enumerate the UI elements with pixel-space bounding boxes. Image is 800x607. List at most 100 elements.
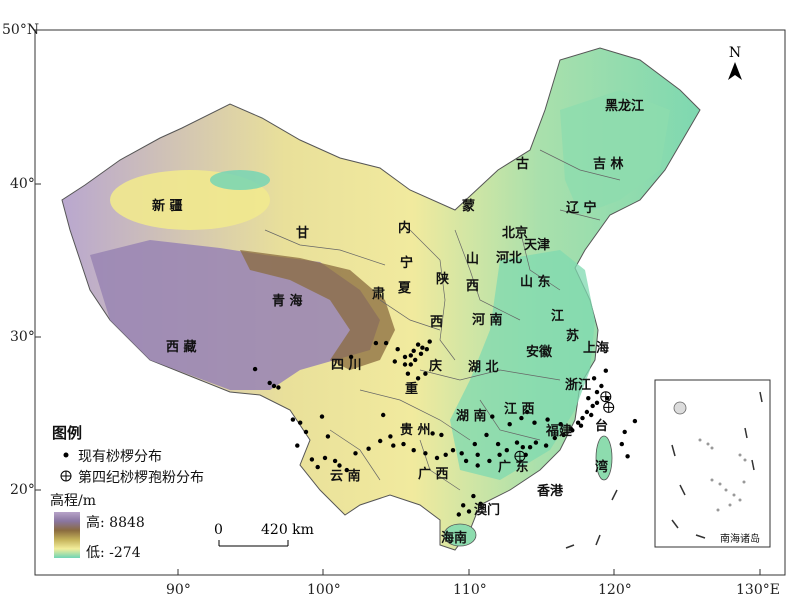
lat-label-30: 30° bbox=[10, 329, 35, 345]
existing-tree-point bbox=[578, 423, 584, 428]
existing-tree-point bbox=[395, 347, 400, 352]
existing-tree-point bbox=[495, 441, 501, 447]
place-label: 青 海 bbox=[272, 293, 303, 309]
spore-point bbox=[600, 391, 612, 403]
place-label: 江 西 bbox=[504, 401, 535, 417]
elevation-low-label: 低: -274 bbox=[86, 545, 141, 561]
existing-tree-point bbox=[475, 452, 480, 457]
inset-islands bbox=[673, 401, 747, 512]
existing-tree-point bbox=[589, 412, 594, 418]
place-label: 台 bbox=[595, 418, 608, 434]
existing-tree-point bbox=[487, 458, 492, 464]
existing-tree-point bbox=[543, 443, 549, 448]
place-label: 新 疆 bbox=[152, 198, 183, 214]
spore-point bbox=[514, 450, 526, 462]
legend-item-spore-label: 第四纪桫椤孢粉分布 bbox=[78, 470, 204, 486]
lon-label-120: 120° bbox=[598, 582, 632, 598]
existing-tree-point bbox=[295, 443, 300, 448]
existing-tree-point bbox=[430, 431, 435, 436]
lat-label-20: 20° bbox=[10, 482, 35, 498]
existing-tree-point bbox=[411, 348, 416, 353]
existing-tree-point bbox=[309, 457, 315, 462]
north-label: N bbox=[728, 45, 742, 61]
place-label: 贵 州 bbox=[400, 422, 431, 438]
place-label: 北京 bbox=[502, 225, 528, 241]
existing-tree-point bbox=[520, 445, 525, 450]
existing-tree-point bbox=[590, 403, 595, 409]
existing-tree-point bbox=[348, 354, 354, 360]
existing-tree-point bbox=[532, 420, 537, 425]
existing-tree-point bbox=[388, 434, 393, 439]
lat-label-40: 40° bbox=[10, 176, 35, 192]
place-label: 湖 南 bbox=[456, 408, 487, 424]
existing-tree-point bbox=[315, 464, 320, 470]
existing-tree-point bbox=[478, 501, 483, 506]
existing-tree-point bbox=[507, 422, 512, 427]
existing-tree-point bbox=[466, 509, 472, 514]
existing-tree-point bbox=[378, 438, 383, 444]
existing-tree-point bbox=[552, 435, 557, 441]
existing-tree-point bbox=[332, 458, 338, 464]
province-boundaries bbox=[264, 149, 621, 491]
legend-title: 图例 bbox=[52, 424, 83, 442]
existing-tree-point bbox=[439, 432, 444, 438]
existing-tree-point bbox=[420, 345, 425, 350]
existing-tree-point bbox=[525, 409, 530, 415]
place-label: 福建 bbox=[545, 423, 572, 439]
elevation-high-label: 高: 8848 bbox=[86, 515, 145, 531]
existing-tree-point bbox=[319, 414, 325, 419]
existing-tree-point bbox=[533, 440, 539, 445]
existing-tree-point bbox=[423, 451, 428, 456]
distribution-points bbox=[252, 339, 638, 517]
place-label: 内 bbox=[398, 220, 411, 236]
existing-tree-point bbox=[514, 440, 520, 445]
plateau-edge bbox=[240, 250, 395, 370]
existing-tree-point bbox=[381, 412, 386, 418]
existing-tree-point bbox=[490, 414, 495, 419]
legend-spore-symbol bbox=[60, 470, 72, 482]
place-label: 海南 bbox=[441, 530, 467, 546]
existing-tree-point bbox=[405, 371, 411, 376]
scale-bar bbox=[218, 540, 289, 547]
existing-tree-point bbox=[504, 448, 509, 453]
place-label: 黑龙江 bbox=[605, 98, 644, 114]
north-arrow-icon bbox=[728, 62, 742, 80]
scale-distance-label: 420 km bbox=[261, 522, 314, 538]
lon-label-110: 110° bbox=[453, 582, 487, 598]
legend-existing-symbol bbox=[63, 452, 69, 458]
existing-tree-point bbox=[325, 434, 331, 439]
place-label: 苏 bbox=[566, 328, 579, 344]
place-label: 浙江 bbox=[565, 377, 591, 393]
place-label: 河北 bbox=[496, 250, 522, 266]
existing-tree-point bbox=[408, 353, 413, 358]
place-label: 上海 bbox=[583, 340, 609, 356]
existing-tree-point bbox=[456, 512, 461, 517]
existing-tree-point bbox=[252, 366, 258, 372]
existing-tree-point bbox=[415, 376, 421, 381]
place-label: 云 南 bbox=[330, 468, 361, 484]
existing-tree-point bbox=[599, 383, 604, 389]
eastern-lowlands bbox=[450, 250, 595, 480]
legend-item-existing-label: 现有桫椤分布 bbox=[78, 449, 162, 465]
lat-label-50: 50°N bbox=[2, 22, 40, 38]
spore-point bbox=[603, 401, 615, 413]
junggar-basin bbox=[210, 170, 270, 190]
existing-tree-point bbox=[463, 458, 469, 464]
place-label: 澳门 bbox=[474, 502, 500, 518]
existing-tree-point bbox=[443, 452, 448, 457]
axis-ticks bbox=[35, 29, 761, 575]
existing-tree-point bbox=[415, 342, 421, 347]
existing-tree-point bbox=[402, 362, 408, 367]
place-label: 山 bbox=[466, 251, 479, 267]
scale-zero-label: 0 bbox=[214, 522, 223, 538]
inset-label: 南海诸岛 bbox=[720, 534, 760, 545]
existing-tree-point bbox=[373, 340, 379, 346]
existing-tree-point bbox=[276, 385, 281, 390]
place-label: 庆 bbox=[428, 358, 442, 374]
place-label: 天津 bbox=[524, 237, 550, 253]
existing-tree-point bbox=[625, 454, 630, 459]
place-label: 甘 bbox=[296, 225, 309, 241]
place-label: 陕 bbox=[436, 271, 450, 287]
existing-tree-point bbox=[527, 445, 533, 450]
existing-tree-point bbox=[392, 359, 397, 364]
